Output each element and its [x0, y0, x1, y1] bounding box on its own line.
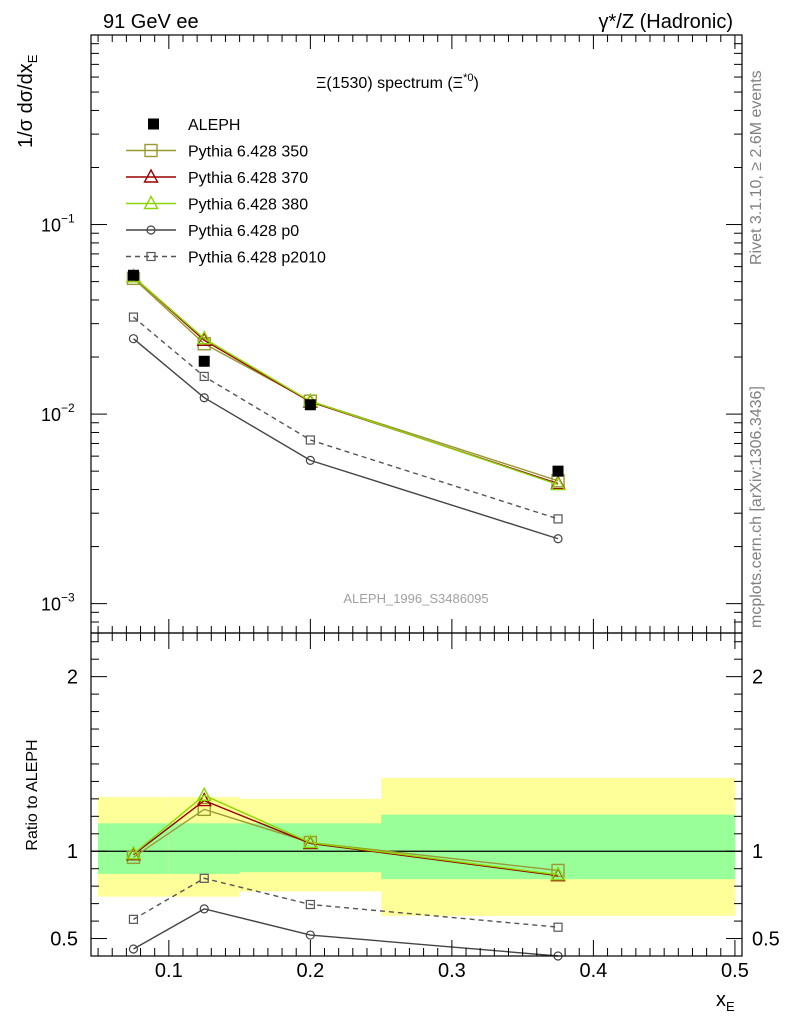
main-y-tick-exp: −1: [61, 212, 75, 226]
ratio-series-line-4: [133, 877, 559, 928]
main-series-line-0: [132, 277, 559, 482]
header-left: 91 GeV ee: [103, 11, 199, 33]
legend-marker-1: [143, 168, 159, 183]
main-series-line-2: [132, 276, 559, 486]
legend-label-4: Pythia 6.428 p2010: [188, 250, 326, 267]
legend-label-2: Pythia 6.428 380: [188, 197, 308, 214]
ratio-y-tick-label-right-1: 1: [752, 841, 763, 863]
main-series-3-point-3: [553, 534, 563, 544]
analysis-watermark: ALEPH_1996_S3486095: [343, 591, 488, 606]
main-series-layer: [125, 268, 566, 544]
ratio-axis-ticks: 0.5 0.51 12 20.1 0.2 0.3 0.4 0.5: [50, 633, 780, 982]
main-y-axis-ticks: 10−110−210−3: [41, 34, 742, 634]
main-y-tick-exp: −2: [61, 401, 75, 415]
x-tick-label-0: 0.1: [155, 960, 183, 982]
ratio-series-4-point-1: [199, 873, 209, 883]
ratio-series-layer: [125, 786, 566, 961]
main-series-4-point-1: [199, 371, 209, 382]
ratio-y-tick-label-right-0: 0.5: [752, 929, 780, 951]
main-y-tick-label-2: 10−3: [41, 591, 75, 615]
main-series-3-point-0: [128, 334, 139, 344]
main-series-line-4: [133, 316, 559, 520]
main-y-label-sub: E: [25, 54, 40, 63]
legend-marker-aleph: [148, 118, 159, 130]
header-right: γ*/Z (Hadronic): [599, 11, 733, 33]
main-series-line-3: [133, 338, 559, 540]
aleph-point-3: [552, 465, 564, 477]
ratio-series-line-1: [133, 799, 559, 877]
main-y-tick-exp: −3: [61, 591, 75, 605]
x-tick-label-4: 0.5: [721, 960, 749, 982]
aleph-point-0: [127, 269, 139, 281]
ratio-uncertainty-bands: [98, 777, 735, 916]
legend-label-0: Pythia 6.428 350: [188, 144, 308, 161]
ratio-series-2-point-3: [550, 866, 566, 881]
legend-marker-0: [144, 143, 158, 158]
aleph-point-2: [304, 399, 316, 411]
main-series-4-point-3: [553, 514, 563, 524]
legend: ALEPH Pythia 6.428 350 Pythia 6.428 370 Pyt…: [126, 117, 326, 267]
mcplots-label: mcplots.cern.ch [arXiv:1306.3436]: [748, 386, 765, 628]
x-tick-label-1: 0.2: [296, 960, 324, 982]
ratio-series-4-point-3: [553, 922, 563, 932]
ratio-y-tick-label-right-2: 2: [752, 667, 763, 689]
ratio-y-label: Ratio to ALEPH: [24, 739, 41, 850]
ratio-series-line-3: [133, 908, 559, 957]
x-axis-label-sub: E: [726, 999, 735, 1014]
ratio-series-2-point-2: [302, 834, 319, 849]
ratio-series-2-point-1: [196, 786, 212, 802]
legend-label-3: Pythia 6.428 p0: [188, 223, 299, 240]
main-y-tick-label-1: 10−2: [41, 401, 75, 425]
ratio-inner-band-1: [168, 823, 240, 874]
x-axis-label: xE: [716, 989, 735, 1014]
main-title: Ξ(1530) spectrum (Ξ*0): [316, 72, 479, 92]
main-series-line-1: [132, 276, 559, 485]
ratio-y-tick-label-1: 1: [67, 841, 78, 863]
ratio-series-4-point-0: [128, 914, 139, 924]
main-series-4-point-0: [128, 312, 139, 322]
main-series-1-point-1: [196, 331, 212, 347]
legend-marker-2: [143, 195, 159, 210]
main-series-2-point-1: [196, 330, 212, 345]
ratio-series-1-point-1: [196, 792, 212, 807]
ratio-series-line-2: [133, 794, 559, 876]
legend-label-1: Pythia 6.428 370: [188, 170, 308, 187]
x-tick-label-3: 0.4: [579, 960, 607, 982]
main-title-sup: *0: [463, 72, 473, 84]
main-series-3-point-2: [305, 455, 315, 465]
ratio-series-3-point-2: [305, 930, 315, 940]
rivet-label: Rivet 3.1.10, ≥ 2.6M events: [748, 70, 765, 265]
aleph-data-points: [127, 269, 564, 477]
legend-label-aleph: ALEPH: [188, 117, 240, 134]
ratio-series-3-point-0: [128, 944, 139, 954]
ratio-series-2-point-0: [125, 845, 142, 860]
ratio-series-3-point-1: [199, 904, 209, 914]
ratio-series-0-point-3: [551, 863, 565, 878]
main-y-label: 1/σ dσ/dxE: [15, 54, 40, 148]
main-y-tick-base: 10: [41, 595, 61, 615]
legend-marker-3: [146, 225, 156, 235]
ratio-series-4-point-2: [305, 899, 315, 910]
legend-marker-4: [146, 251, 156, 262]
ratio-frame: [90, 632, 743, 957]
main-y-tick-label-0: 10−1: [41, 212, 75, 236]
x-tick-label-2: 0.3: [438, 960, 466, 982]
aleph-point-1: [198, 355, 210, 367]
main-series-4-point-2: [305, 435, 315, 445]
ratio-y-tick-label-2: 2: [67, 667, 78, 689]
main-series-3-point-1: [199, 393, 209, 403]
ratio-series-line-0: [133, 808, 559, 872]
main-y-tick-base: 10: [41, 216, 61, 236]
main-series-2-point-3: [550, 476, 566, 491]
ratio-y-tick-label-0: 0.5: [50, 929, 78, 951]
ratio-series-0-point-1: [197, 802, 211, 817]
main-y-tick-base: 10: [41, 405, 61, 425]
